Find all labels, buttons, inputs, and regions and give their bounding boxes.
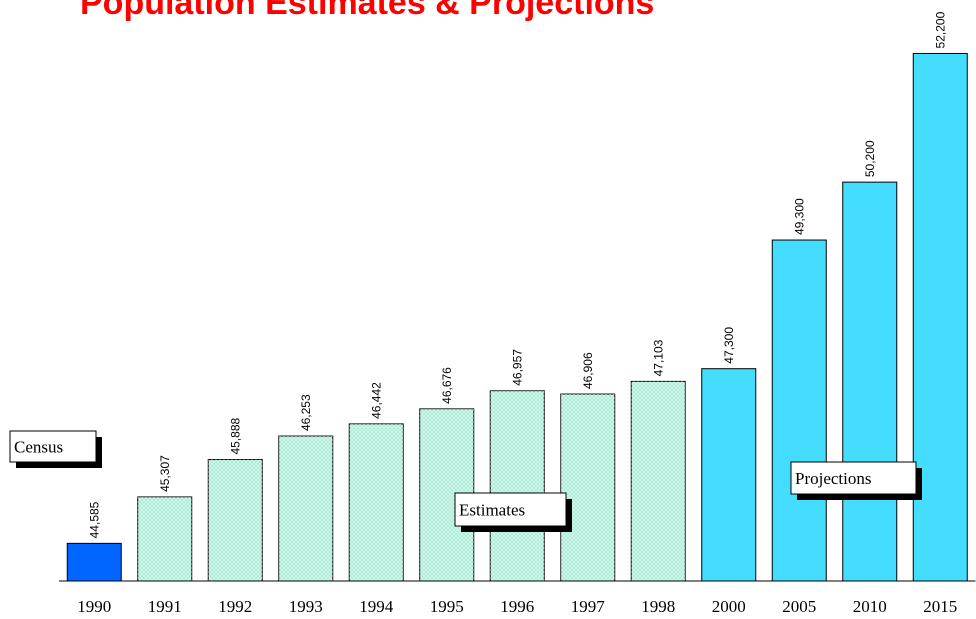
x-tick-label: 1991 <box>148 597 182 616</box>
bar <box>630 380 686 582</box>
value-label: 47,300 <box>722 327 736 364</box>
annotation: Projections <box>795 469 872 488</box>
bar <box>701 368 757 582</box>
chart-title: Population Estimates & Projections <box>80 0 654 22</box>
value-label: 45,307 <box>158 455 172 492</box>
bar <box>489 390 545 582</box>
value-label: 45,888 <box>228 418 242 455</box>
value-label: 46,676 <box>440 367 454 404</box>
annotation-box <box>790 461 917 495</box>
value-label: 44,585 <box>87 501 101 538</box>
annotation: Estimates <box>459 501 525 520</box>
bar <box>771 239 827 582</box>
x-tick-label: 1997 <box>571 597 606 616</box>
value-label: 52,200 <box>933 11 947 48</box>
value-label: 46,957 <box>510 349 524 386</box>
bar <box>137 496 193 582</box>
annotation-box <box>454 492 567 527</box>
value-label: 46,442 <box>369 382 383 419</box>
value-label: 50,200 <box>863 140 877 177</box>
value-label: 46,906 <box>581 352 595 389</box>
x-tick-label: 1996 <box>500 597 534 616</box>
bar <box>560 393 616 582</box>
annotation: Census <box>14 438 63 457</box>
x-tick-label: 1998 <box>641 597 675 616</box>
x-tick-label: 2015 <box>923 597 957 616</box>
value-label: 47,103 <box>651 339 665 376</box>
bar <box>66 542 122 582</box>
x-tick-label: 2005 <box>782 597 816 616</box>
x-tick-label: 1990 <box>77 597 111 616</box>
value-label: 49,300 <box>792 198 806 235</box>
x-tick-label: 1993 <box>289 597 323 616</box>
x-tick-label: 1992 <box>218 597 252 616</box>
bar <box>348 423 404 582</box>
x-tick-label: 1995 <box>430 597 464 616</box>
bar <box>207 459 263 582</box>
bar <box>912 52 968 582</box>
bar <box>842 181 898 582</box>
x-tick-label: 1994 <box>359 597 394 616</box>
x-tick-label: 2000 <box>712 597 746 616</box>
annotation-box <box>9 430 97 463</box>
bar <box>278 435 334 582</box>
value-label: 46,253 <box>299 394 313 431</box>
x-tick-label: 2010 <box>853 597 887 616</box>
